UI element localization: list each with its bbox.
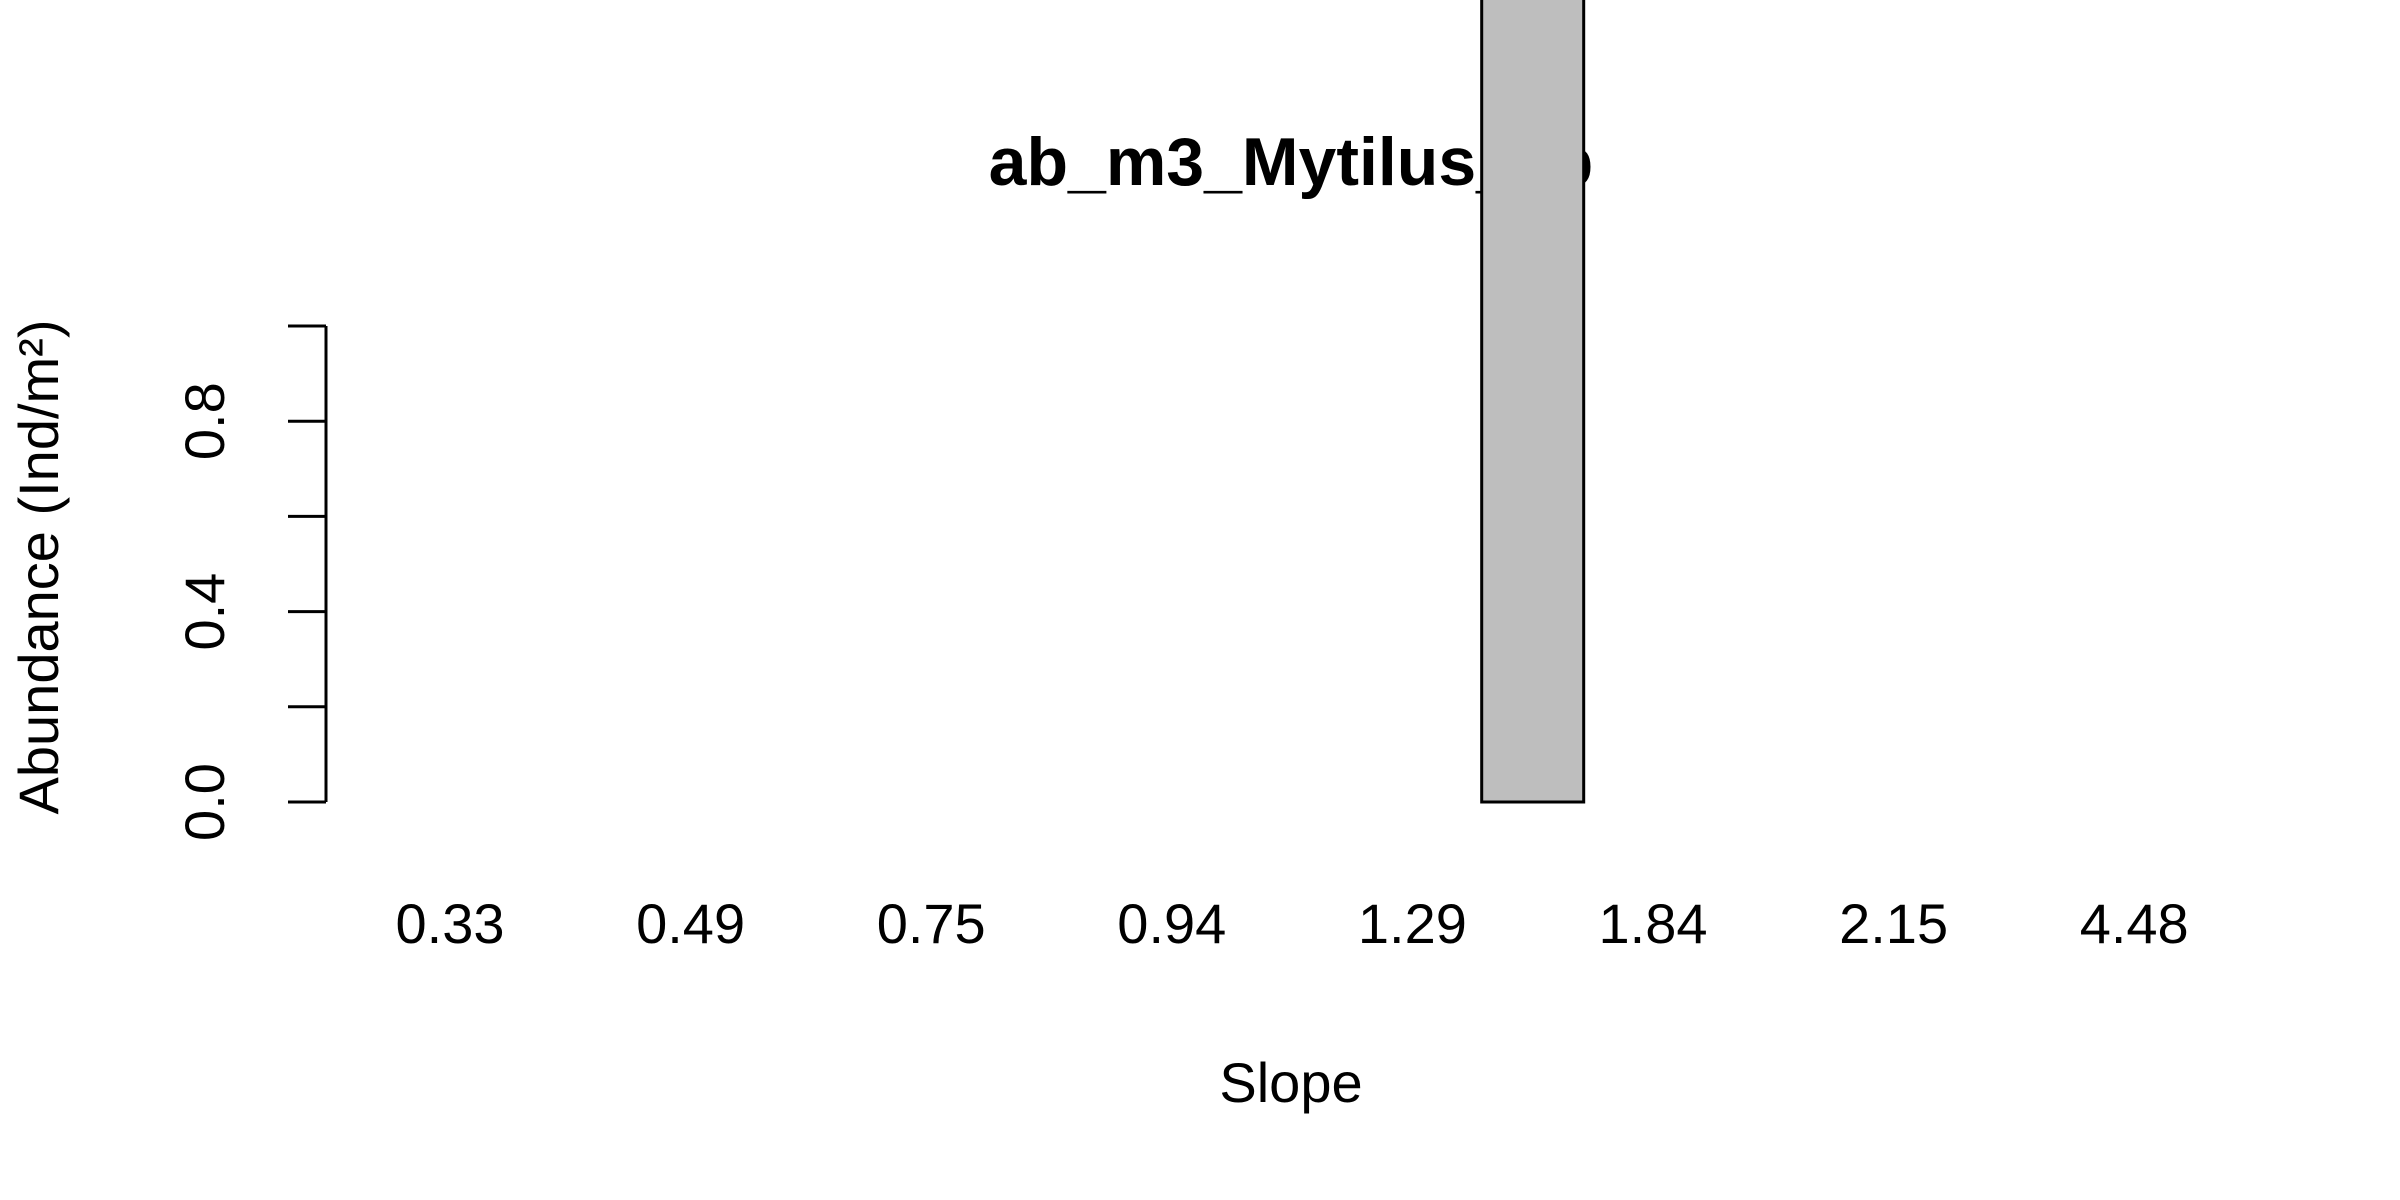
x-tick-label: 2.15: [1839, 892, 1948, 955]
y-tick-label: 0.4: [173, 573, 236, 651]
x-tick-label: 0.94: [1117, 892, 1226, 955]
x-tick-label: 0.49: [636, 892, 745, 955]
y-tick-label: 0.8: [173, 382, 236, 460]
x-tick-label: 0.33: [396, 892, 505, 955]
x-tick-label: 0.75: [877, 892, 986, 955]
y-tick-label: 0.0: [173, 763, 236, 841]
x-axis-label: Slope: [1219, 1051, 1362, 1114]
bar: [1480, 0, 1586, 804]
x-tick-label: 1.29: [1358, 892, 1467, 955]
x-tick-label: 4.48: [2080, 892, 2189, 955]
y-axis-label: Abundance (Ind/m²): [7, 320, 70, 815]
x-tick-label: 1.84: [1599, 892, 1708, 955]
